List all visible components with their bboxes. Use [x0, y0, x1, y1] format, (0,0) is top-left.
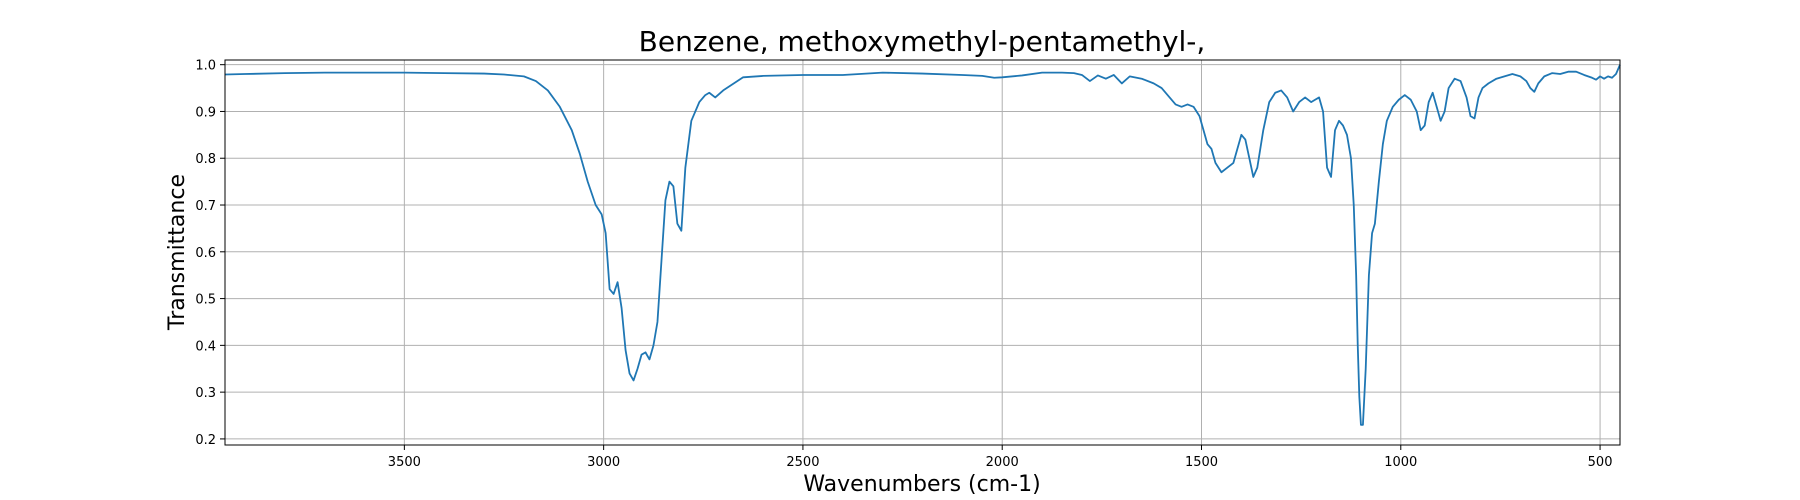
- x-tick-label: 1000: [1384, 455, 1417, 470]
- x-axis-label: Wavenumbers (cm-1): [803, 472, 1040, 497]
- y-tick-label: 0.8: [195, 152, 216, 167]
- y-tick-label: 0.2: [195, 433, 216, 448]
- x-tick-label: 1500: [1185, 455, 1218, 470]
- x-tick-label: 2000: [986, 455, 1019, 470]
- y-axis-ticks: 0.2 0.3 0.4 0.5 0.6 0.7 0.8 0.9 1.0: [195, 59, 225, 448]
- x-tick-label: 3500: [388, 455, 421, 470]
- x-tick-label: 3000: [587, 455, 620, 470]
- grid-lines: [225, 60, 1620, 445]
- y-tick-label: 0.3: [195, 386, 216, 401]
- plot-frame: [224, 59, 1621, 446]
- y-tick-label: 0.5: [195, 293, 216, 308]
- x-axis-ticks: 3500 3000 2500 2000 1500 1000 500: [388, 445, 1613, 470]
- x-tick-label: 500: [1588, 455, 1613, 470]
- series-layer: [224, 64, 1621, 426]
- y-tick-label: 0.6: [195, 246, 216, 261]
- y-tick-label: 0.4: [195, 339, 216, 354]
- x-tick-label: 2500: [786, 455, 819, 470]
- y-tick-label: 0.9: [195, 105, 216, 120]
- y-axis-label: Transmittance: [165, 174, 190, 331]
- transmittance-line: [224, 64, 1621, 426]
- y-tick-label: 1.0: [195, 59, 216, 74]
- y-tick-label: 0.7: [195, 199, 216, 214]
- chart-title: Benzene, methoxymethyl-pentamethyl-,: [639, 25, 1206, 58]
